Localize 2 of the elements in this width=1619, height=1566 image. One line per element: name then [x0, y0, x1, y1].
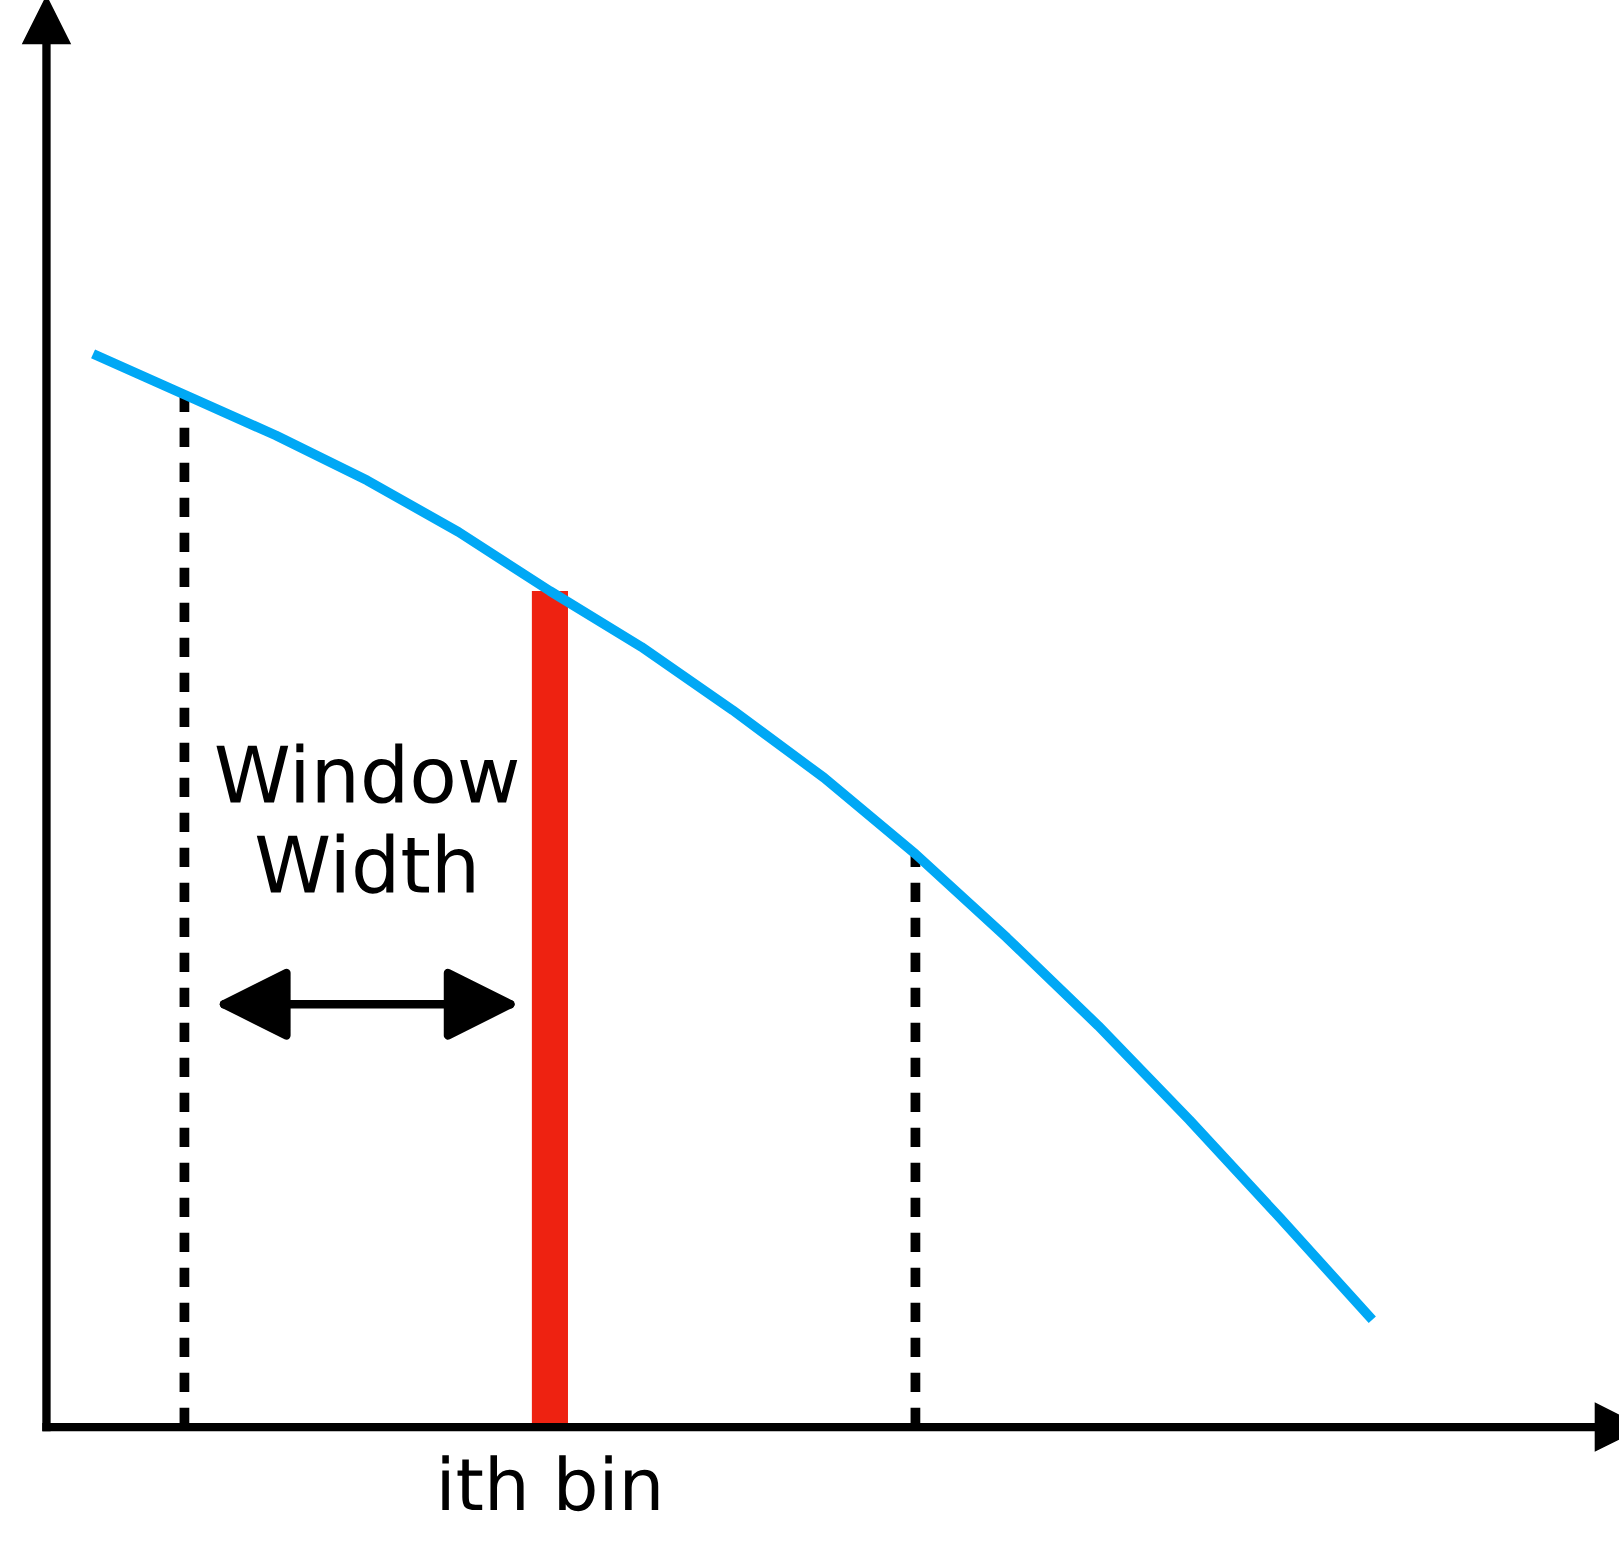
- annotation: Window Width: [216, 743, 518, 894]
- x-axis-title: ith bin: [442, 1455, 659, 1512]
